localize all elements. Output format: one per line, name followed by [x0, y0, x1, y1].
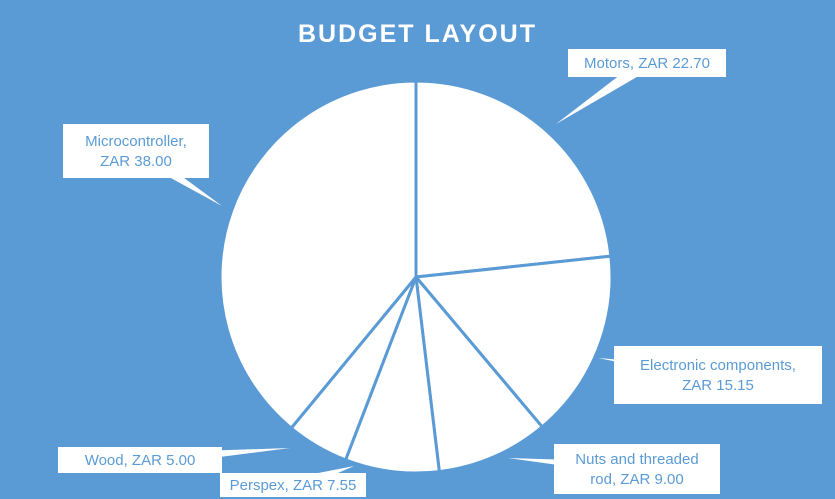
data-label-text: ZAR 38.00 [100, 153, 172, 170]
data-label-motors: Motors, ZAR 22.70 [556, 49, 726, 124]
data-label-text: Nuts and threaded [575, 451, 698, 468]
callout-box [614, 346, 822, 404]
data-label-wood: Wood, ZAR 5.00 [58, 447, 290, 473]
data-label-text: Motors, ZAR 22.70 [584, 55, 710, 72]
pie-slice-nuts-and-threaded-rod [414, 275, 544, 474]
data-label-text: Wood, ZAR 5.00 [85, 452, 196, 469]
callout-box [554, 444, 720, 494]
callout-box [220, 473, 366, 497]
data-label-text: Electronic components, [640, 357, 796, 374]
callout-box [58, 447, 222, 473]
data-label-text: Microcontroller, [85, 133, 187, 150]
data-label-electronic-components: Electronic components, ZAR 15.15 [598, 346, 822, 404]
pie-slice-motors [414, 79, 613, 279]
data-label-perspex: Perspex, ZAR 7.55 [220, 466, 366, 497]
data-label-text: rod, ZAR 9.00 [590, 471, 683, 488]
chart-title: BUDGET LAYOUT [298, 20, 537, 48]
data-label-nuts-and-threaded-rod: Nuts and threaded rod, ZAR 9.00 [508, 444, 720, 494]
data-label-text: Perspex, ZAR 7.55 [230, 477, 357, 494]
pie-slice-electronic-components [414, 254, 614, 429]
pie-slice-microcontroller [218, 79, 418, 430]
data-label-microcontroller: Microcontroller, ZAR 38.00 [63, 124, 222, 206]
callout-box [568, 49, 726, 77]
data-label-text: ZAR 15.15 [682, 377, 754, 394]
pie-slice-perspex [344, 275, 441, 475]
callout-box [63, 124, 209, 178]
